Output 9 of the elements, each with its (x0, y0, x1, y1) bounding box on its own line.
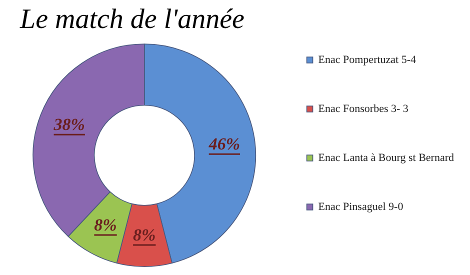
data-label: 8% (94, 215, 117, 234)
data-label: 38% (52, 114, 85, 134)
legend-label: Enac Pinsaguel 9-0 (318, 200, 404, 213)
data-label: 8% (133, 225, 156, 244)
data-label: 46% (208, 134, 240, 154)
legend-label: Enac Fonsorbes 3- 3 (318, 102, 409, 115)
legend-label: Enac Lanta à Bourg st Bernard (318, 152, 454, 164)
chart-title: Le match de l'année (19, 4, 244, 36)
legend-label: Enac Pompertuzat 5-4 (318, 54, 417, 66)
